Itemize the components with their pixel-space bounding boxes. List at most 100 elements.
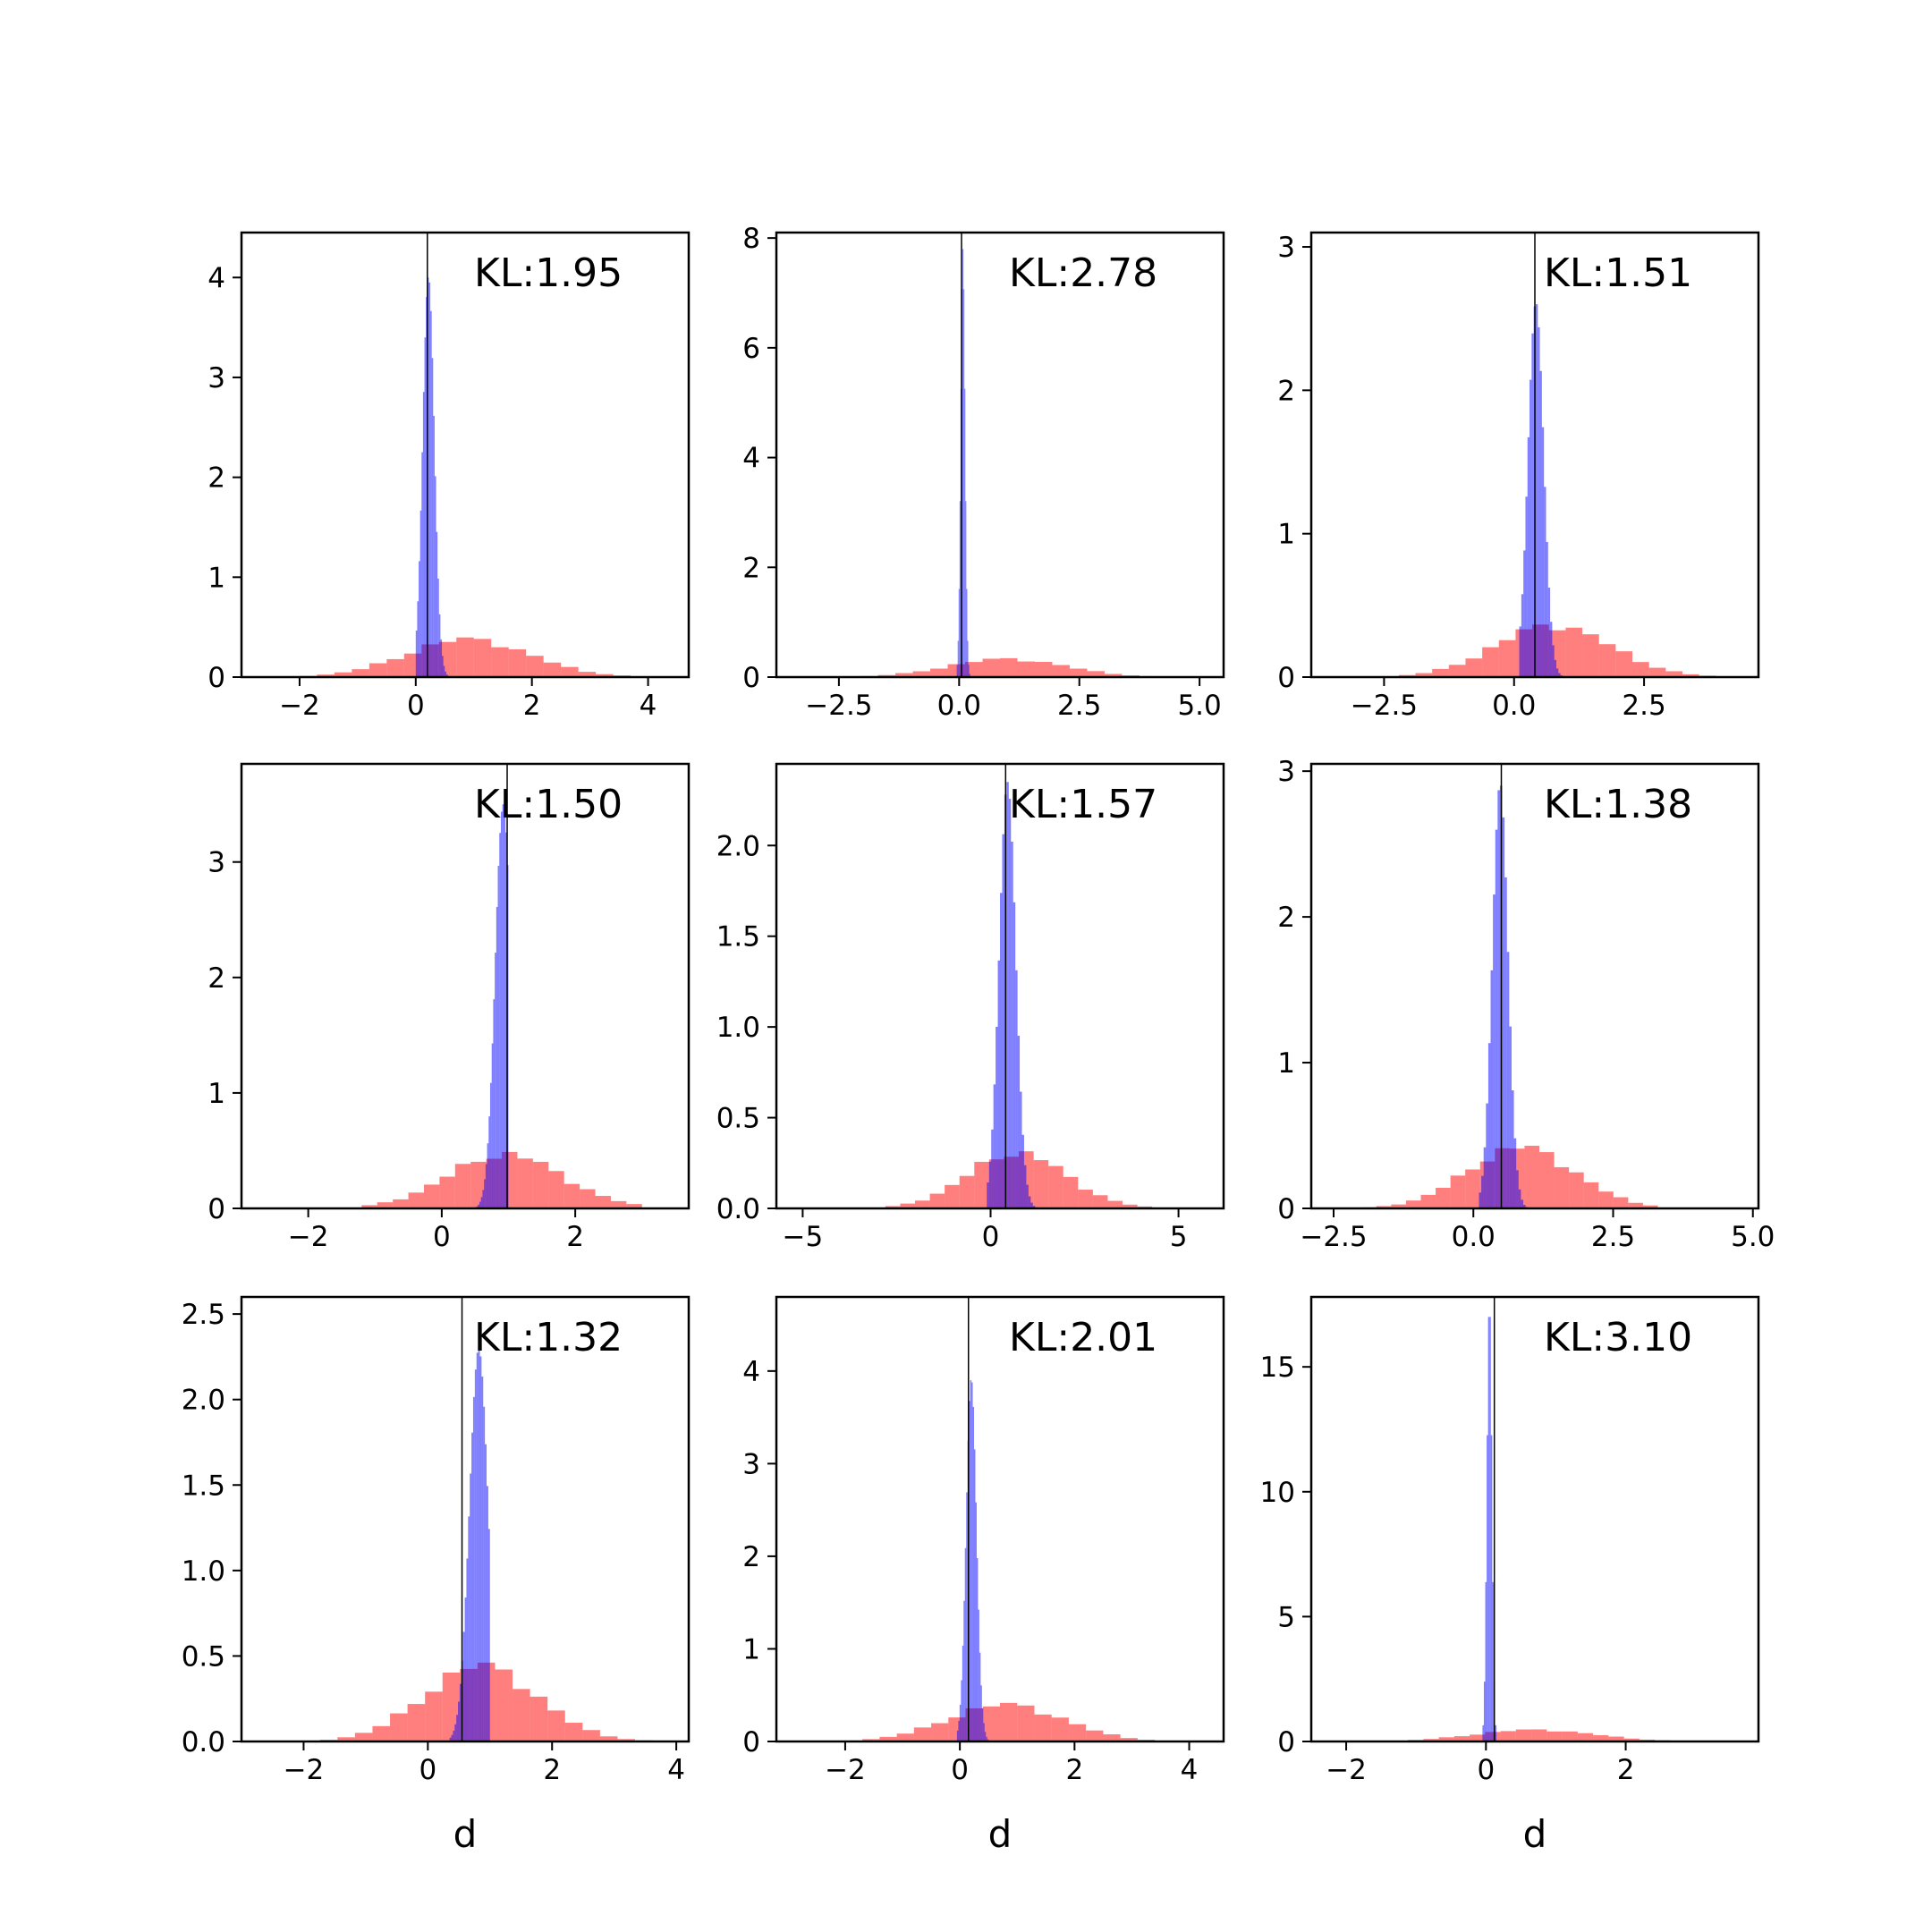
red-bar [895,673,913,677]
red-bar [1000,1702,1018,1741]
blue-bar [478,1348,480,1741]
blue-bar [1516,1170,1519,1208]
red-bar [1500,1731,1516,1741]
red-bar [1665,671,1682,677]
blue-bar [974,1449,976,1741]
blue-bar [472,1396,475,1741]
kl-annotation: KL:3.10 [1544,1315,1692,1360]
blue-bar [1023,1165,1027,1208]
y-tick-label: 0 [742,662,760,694]
kl-annotation: KL:1.57 [1009,782,1157,827]
red-bar [1582,634,1599,677]
red-bar [1450,1175,1466,1208]
blue-bar [967,640,969,677]
red-bar [393,1199,409,1208]
axes-frame [775,1295,1225,1743]
blue-bar [1487,1317,1490,1741]
blue-bar [1489,1317,1491,1741]
subplot-4: −2 0 2 0 1 2 3 KL:1.50 [208,762,691,1253]
blue-bar [958,589,960,677]
kl-annotation: KL:1.38 [1544,782,1692,827]
red-bar [386,658,404,677]
red-bar [1623,1738,1640,1741]
blue-bar [1015,970,1018,1208]
red-bar [1415,673,1433,677]
y-tick-label: 2 [742,552,760,584]
blue-bar [470,1473,472,1741]
blue-bar [1011,841,1013,1208]
red-bar [912,671,931,677]
axes-frame [1309,1295,1760,1743]
blue-bar [1493,894,1496,1208]
blue-bar [997,960,1000,1208]
blue-bar [964,1547,967,1741]
blue-bar [1490,970,1494,1208]
red-bar [1531,1729,1547,1741]
blue-bar [417,601,419,677]
red-bar [1613,1197,1629,1208]
blue-bar [986,1736,987,1741]
x-tick-label: 2 [1065,1754,1083,1786]
red-bar [548,1171,564,1208]
red-bar [1405,1200,1421,1208]
red-bar [1498,640,1516,677]
blue-bar [504,811,506,1208]
red-bar [561,666,579,677]
red-bar [578,672,597,677]
x-tick-label: 4 [1181,1754,1199,1786]
blue-bar [972,1406,975,1741]
blue-bar [979,1652,981,1741]
red-bar [1033,1160,1049,1208]
blue-bar [424,337,427,677]
subplot-6: −2.5 0.0 2.5 5.0 0 1 2 3 KL:1.38 [1277,756,1775,1253]
y-tick-label: 2 [1277,375,1295,407]
blue-bar [970,1380,972,1741]
axes-frame [775,231,1225,679]
y-tick-label: 1 [208,1078,225,1110]
blue-bar [445,674,448,677]
red-bar [1598,1191,1614,1208]
blue-bar [428,282,431,677]
blue-bar [421,452,423,677]
red-bar [564,1183,580,1208]
plot-area [885,764,1153,1208]
y-tick-label: 6 [742,333,760,365]
blue-bar [1530,379,1532,677]
blue-bar [426,297,428,677]
red-bar [1086,1730,1104,1741]
red-bar [1569,1172,1584,1208]
blue-bar [993,1084,996,1208]
subplot-3: −2.5 0.0 2.5 0 1 2 3 KL:1.51 [1277,231,1760,722]
y-tick-label: 8 [742,223,760,255]
blue-bar [479,1356,482,1741]
y-tick-label: 3 [1277,756,1295,788]
red-bar [1391,1204,1406,1208]
axes-frame [1309,762,1760,1210]
blue-bar [971,1382,973,1741]
x-tick-label: −2 [284,1754,325,1786]
x-tick-label: 0.0 [1492,690,1536,722]
axes-frame [775,762,1225,1210]
red-bar [862,1739,880,1741]
blue-bar [975,1502,977,1741]
blue-bar [1495,1724,1497,1741]
red-bar [423,1184,440,1208]
blue-bar [487,1143,489,1208]
blue-bar [1550,622,1553,677]
blue-bar [1481,1175,1484,1208]
red-bar [1087,671,1105,677]
plot-area [361,764,642,1208]
x-tick-label: 2.5 [1622,690,1665,722]
red-bar [1376,1206,1392,1208]
red-bar [1577,1733,1594,1741]
blue-bar [485,1444,487,1741]
blue-bar [440,639,443,677]
blue-bar [1028,1196,1031,1208]
y-tick-label: 0.0 [716,1193,760,1225]
blue-bar [1013,902,1016,1208]
blue-bar [468,1516,470,1741]
blue-bar [500,811,503,1208]
subplot-5: −5 0 5 0.0 0.5 1.0 1.5 2.0 KL:1.57 [716,762,1225,1253]
blue-bar [981,1707,984,1741]
blue-bar [969,1401,970,1741]
